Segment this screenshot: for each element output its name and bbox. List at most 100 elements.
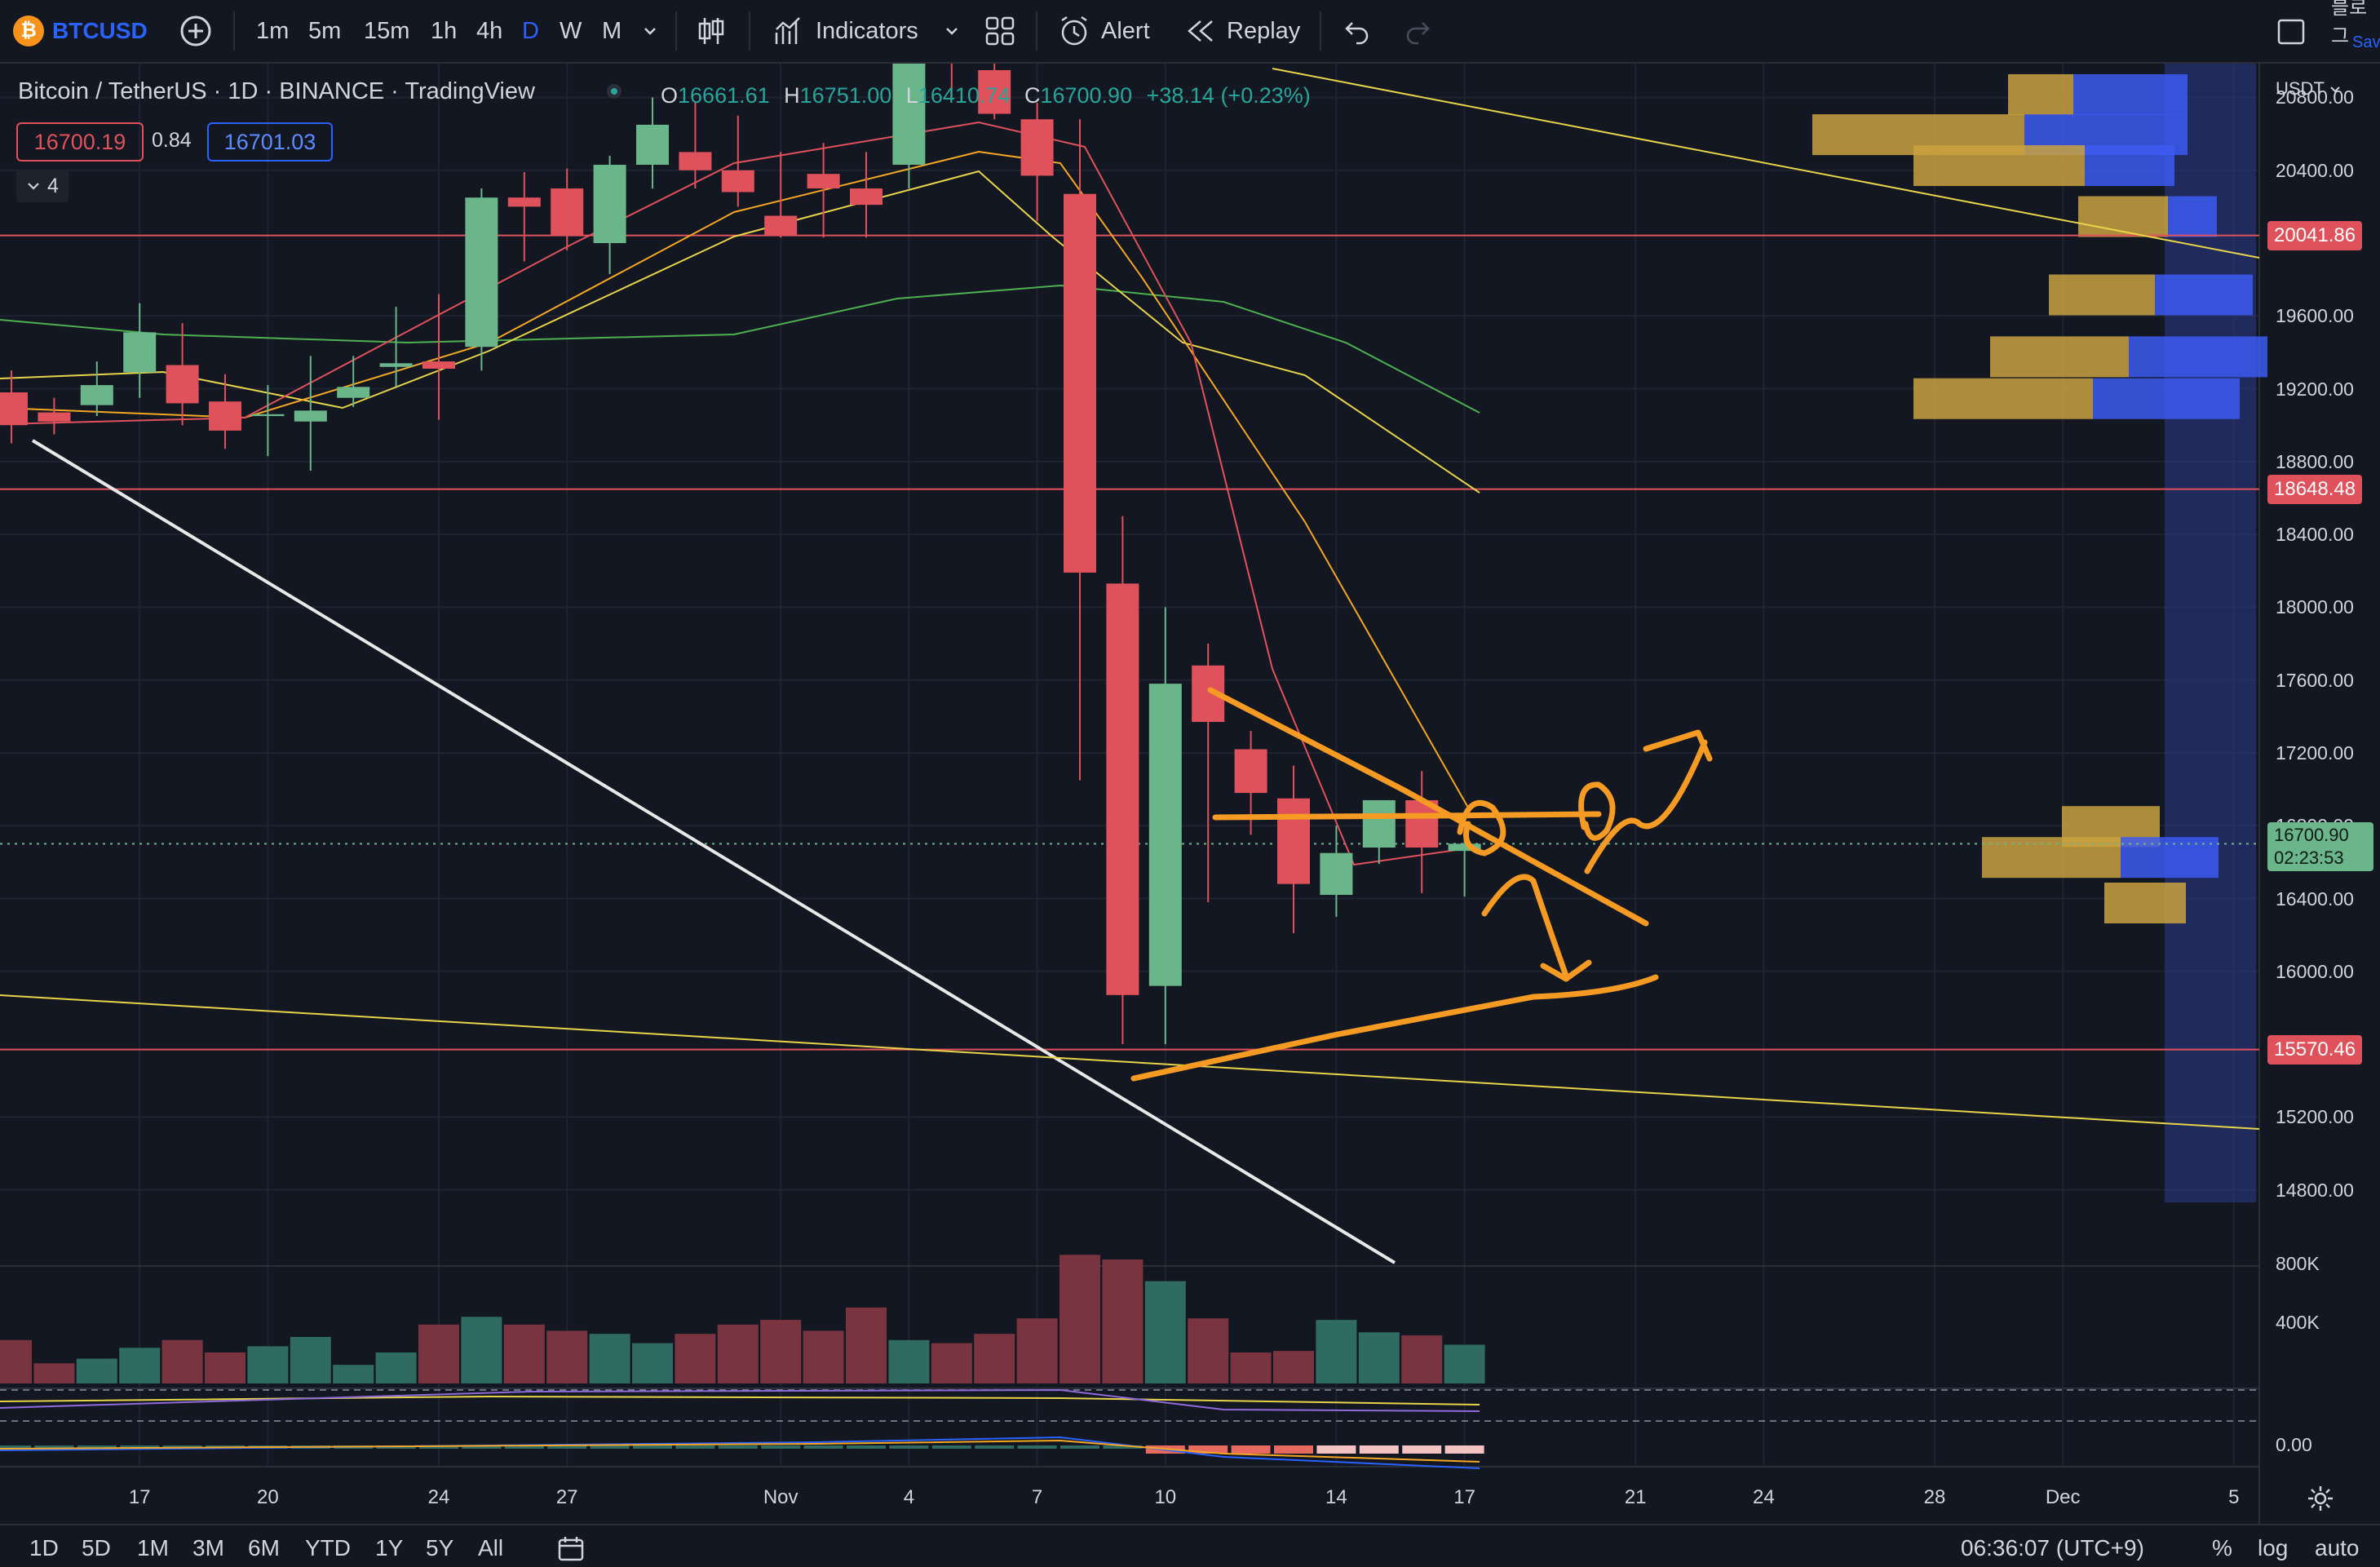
top-toolbar: ₿ BTCUSD 1m 5m 15m 1h 4h D W M Indicator… [0,0,2380,64]
timeframe-d[interactable]: D [522,17,539,44]
symbol-search-button[interactable]: ₿ BTCUSD [13,0,148,62]
chevron-down-icon [644,28,656,35]
toolbar-divider [1320,11,1321,51]
chart-type-button[interactable] [695,0,728,62]
sell-button[interactable]: 16700.19 [16,122,144,162]
range-1y[interactable]: 1Y [375,1535,404,1560]
currency-label: USDT [2276,78,2325,99]
time-tick-label: 21 [1624,1486,1647,1508]
yellow-trendline [1272,68,2260,259]
currency-selector[interactable]: USDT [2276,78,2341,100]
log-toggle[interactable]: log [2258,1535,2289,1560]
clock-timezone[interactable]: 06:36:07 (UTC+9) [1961,1535,2144,1560]
time-tick-label: 27 [555,1486,578,1508]
publish-label[interactable]: 블로그 [2331,0,2368,47]
macd-histogram-bar [419,1445,458,1449]
compare-add-button[interactable] [178,0,214,62]
chart-settings-button[interactable] [2305,1483,2336,1518]
open-value: 16661.61 [678,83,770,108]
volume-bar [1358,1332,1400,1383]
hand-drawn-annotation [1130,687,1713,1082]
yellow-trendline [0,994,2260,1130]
time-tick-label: 28 [1923,1486,1946,1508]
price-tick-label: 18400.00 [2276,524,2354,546]
timeframe-1m[interactable]: 1m [256,17,290,44]
range-6m[interactable]: 6M [248,1535,280,1560]
toolbar-divider [675,11,677,51]
range-1d[interactable]: 1D [29,1535,59,1560]
rewind-icon [1188,20,1213,42]
candle-body [422,361,455,370]
range-all[interactable]: All [478,1535,504,1560]
volume-bar [546,1330,588,1383]
range-5y[interactable]: 5Y [426,1535,454,1560]
timeframe-dropdown[interactable] [641,0,659,62]
candle-body [721,170,754,193]
buy-button[interactable]: 16701.03 [207,122,333,162]
volume-profile-bar [2155,274,2253,316]
volume-bar [974,1334,1015,1383]
time-tick-label: Dec [2045,1486,2081,1508]
save-label[interactable]: Sav [2352,33,2380,51]
redo-button[interactable] [1403,0,1432,62]
volume-bar [119,1348,161,1383]
timeframe-1h[interactable]: 1h [431,17,458,44]
volume-bar [717,1324,759,1383]
macd-histogram-bar [504,1445,544,1449]
timeframe-4h[interactable]: 4h [476,17,503,44]
macd-histogram-bar [761,1445,801,1449]
annotation-down-arrow-head [1540,959,1592,982]
volume-profile [1812,64,2267,1202]
price-tick-label: 15200.00 [2276,1106,2354,1128]
replay-button[interactable]: Replay [1184,0,1300,62]
indicators-collapse-toggle[interactable]: 4 [16,170,69,202]
price-chart[interactable] [0,64,2380,1524]
timeframe-m[interactable]: M [602,17,622,44]
annotation-horizontal-line [1212,811,1602,821]
volume-profile-bar [1913,378,2093,419]
ohlc-readout: O16661.61 H16751.00 L16410.74 C16700.90 … [661,83,1311,108]
indicators-dropdown[interactable] [943,0,961,62]
time-tick-label: 17 [1453,1486,1475,1508]
indicators-button[interactable]: Indicators [773,0,918,62]
go-to-date-button[interactable] [556,1535,586,1567]
close-label: C [1024,83,1041,108]
time-tick-label: 24 [427,1486,450,1508]
candles [0,64,1481,1045]
price-tick-label: 16000.00 [2276,960,2354,982]
candle-body [850,188,883,206]
annotation-lower-line [1130,974,1659,1082]
range-5d[interactable]: 5D [82,1535,111,1560]
macd-histogram-bar [975,1445,1015,1449]
undo-button[interactable] [1343,0,1372,62]
range-ytd[interactable]: YTD [305,1535,351,1560]
timeframe-w[interactable]: W [560,17,582,44]
current-price-value: 16700.90 [2274,825,2349,846]
low-label: L [905,83,918,108]
volume-bar [1102,1259,1144,1383]
chart-title: Bitcoin / TetherUS · 1D · BINANCE · Trad… [18,78,535,104]
candle-body [636,124,669,166]
volume-bar [418,1324,459,1383]
price-tick-label: 19600.00 [2276,305,2354,327]
macd-histogram-bar [34,1445,74,1449]
timeframe-15m[interactable]: 15m [364,17,410,44]
volume-bar [803,1330,844,1383]
indicators-label: Indicators [816,17,918,44]
fullscreen-button[interactable] [2276,0,2307,62]
candle-body [1277,798,1310,884]
bitcoin-icon: ₿ [13,15,44,46]
range-1m[interactable]: 1M [137,1535,169,1560]
price-tick-label: 14800.00 [2276,1179,2354,1201]
range-3m[interactable]: 3M [192,1535,224,1560]
time-tick-label: Nov [763,1486,798,1508]
macd-histogram-bar [1231,1445,1271,1454]
auto-toggle[interactable]: auto [2315,1535,2360,1560]
ma-yellow [0,170,1480,494]
layouts-button[interactable] [984,0,1016,62]
level-price-label: 20041.86 [2267,220,2363,250]
percent-toggle[interactable]: % [2212,1535,2232,1560]
timeframe-5m[interactable]: 5m [308,17,342,44]
alert-button[interactable]: Alert [1057,0,1150,62]
volume-profile-bar [2093,378,2240,419]
